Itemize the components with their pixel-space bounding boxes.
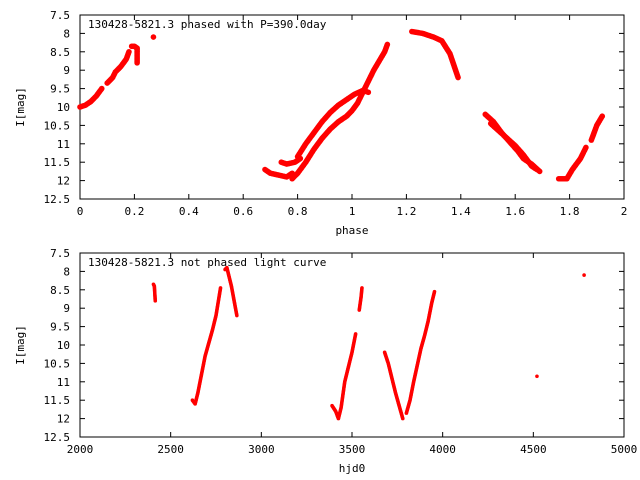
- y-tick-label: 7.5: [50, 9, 70, 22]
- phased-light-curve-panel: 130428-5821.3 phased with P=390.0day pha…: [14, 9, 627, 237]
- panel-title: 130428-5821.3 phased with P=390.0day: [88, 18, 327, 31]
- x-tick-label: 4000: [429, 443, 456, 456]
- x-tick-label: 5000: [611, 443, 638, 456]
- y-tick-label: 11: [57, 138, 70, 151]
- x-tick-label: 3000: [248, 443, 275, 456]
- x-tick-label: 0.8: [288, 205, 308, 218]
- x-tick-label: 1.2: [396, 205, 416, 218]
- y-tick-label: 12: [57, 175, 70, 188]
- x-axis-title: phase: [335, 224, 368, 237]
- panel-title: 130428-5821.3 not phased light curve: [88, 256, 326, 269]
- y-tick-label: 10: [57, 101, 70, 114]
- y-tick-label: 10: [57, 339, 70, 352]
- x-tick-label: 1.4: [451, 205, 471, 218]
- y-tick-label: 12: [57, 413, 70, 426]
- data-point: [360, 286, 364, 290]
- y-tick-label: 11.5: [44, 156, 71, 169]
- data-point: [400, 416, 405, 421]
- y-tick-label: 12.5: [44, 431, 71, 444]
- y-tick-label: 7.5: [50, 247, 70, 260]
- y-tick-label: 9.5: [50, 83, 70, 96]
- x-tick-label: 2500: [157, 443, 184, 456]
- data-point: [535, 374, 539, 379]
- x-axis-title: hjd0: [339, 462, 366, 475]
- y-tick-label: 8.5: [50, 284, 70, 297]
- y-tick-label: 11.5: [44, 394, 71, 407]
- y-tick-label: 9: [63, 302, 70, 315]
- x-tick-label: 0: [77, 205, 84, 218]
- x-tick-label: 3500: [339, 443, 366, 456]
- x-tick-label: 2: [621, 205, 628, 218]
- axis-ticks: 2000 2500 3000 3500 4000 4500 5000 7.5 8 8.5 9 9.5 1…: [44, 247, 638, 456]
- x-tick-label: 1: [349, 205, 356, 218]
- data-point: [126, 49, 132, 55]
- y-tick-label: 11: [57, 376, 70, 389]
- data-point: [432, 289, 437, 294]
- data-point: [582, 273, 586, 277]
- x-tick-label: 0.2: [124, 205, 144, 218]
- data-point: [218, 286, 223, 290]
- y-axis-title: I[mag]: [14, 325, 27, 365]
- x-tick-label: 2000: [67, 443, 94, 456]
- data-point: [599, 113, 606, 119]
- data-point: [134, 60, 140, 66]
- data-point: [365, 89, 372, 96]
- data-point: [150, 34, 157, 40]
- data-point: [235, 313, 239, 318]
- y-tick-label: 8: [63, 265, 70, 278]
- axis-ticks: 0 0.2 0.4 0.6 0.8 1 1.2 1.4 1.6 1.8 2 7.5 8 8.5 9 9.5 10…: [44, 9, 628, 218]
- x-tick-label: 1.6: [505, 205, 525, 218]
- y-tick-label: 9: [63, 64, 70, 77]
- data-point: [455, 74, 461, 81]
- y-tick-label: 8.5: [50, 46, 70, 59]
- x-tick-label: 4500: [520, 443, 547, 456]
- data-point: [98, 85, 105, 92]
- data-point: [534, 166, 540, 173]
- data-points: [151, 265, 586, 421]
- y-tick-label: 9.5: [50, 321, 70, 334]
- y-axis-title: I[mag]: [14, 87, 27, 127]
- y-tick-label: 12.5: [44, 193, 71, 206]
- data-point: [384, 41, 391, 48]
- y-tick-label: 10.5: [44, 357, 71, 370]
- y-tick-label: 10.5: [44, 119, 71, 132]
- y-tick-label: 8: [63, 27, 70, 40]
- x-tick-label: 1.8: [560, 205, 580, 218]
- data-points: [77, 28, 606, 182]
- unphased-light-curve-panel: 130428-5821.3 not phased light curve hjd…: [14, 247, 637, 475]
- data-point: [153, 299, 158, 303]
- data-point: [353, 332, 358, 336]
- x-tick-label: 0.4: [179, 205, 199, 218]
- data-point: [583, 144, 589, 151]
- x-tick-label: 0.6: [233, 205, 253, 218]
